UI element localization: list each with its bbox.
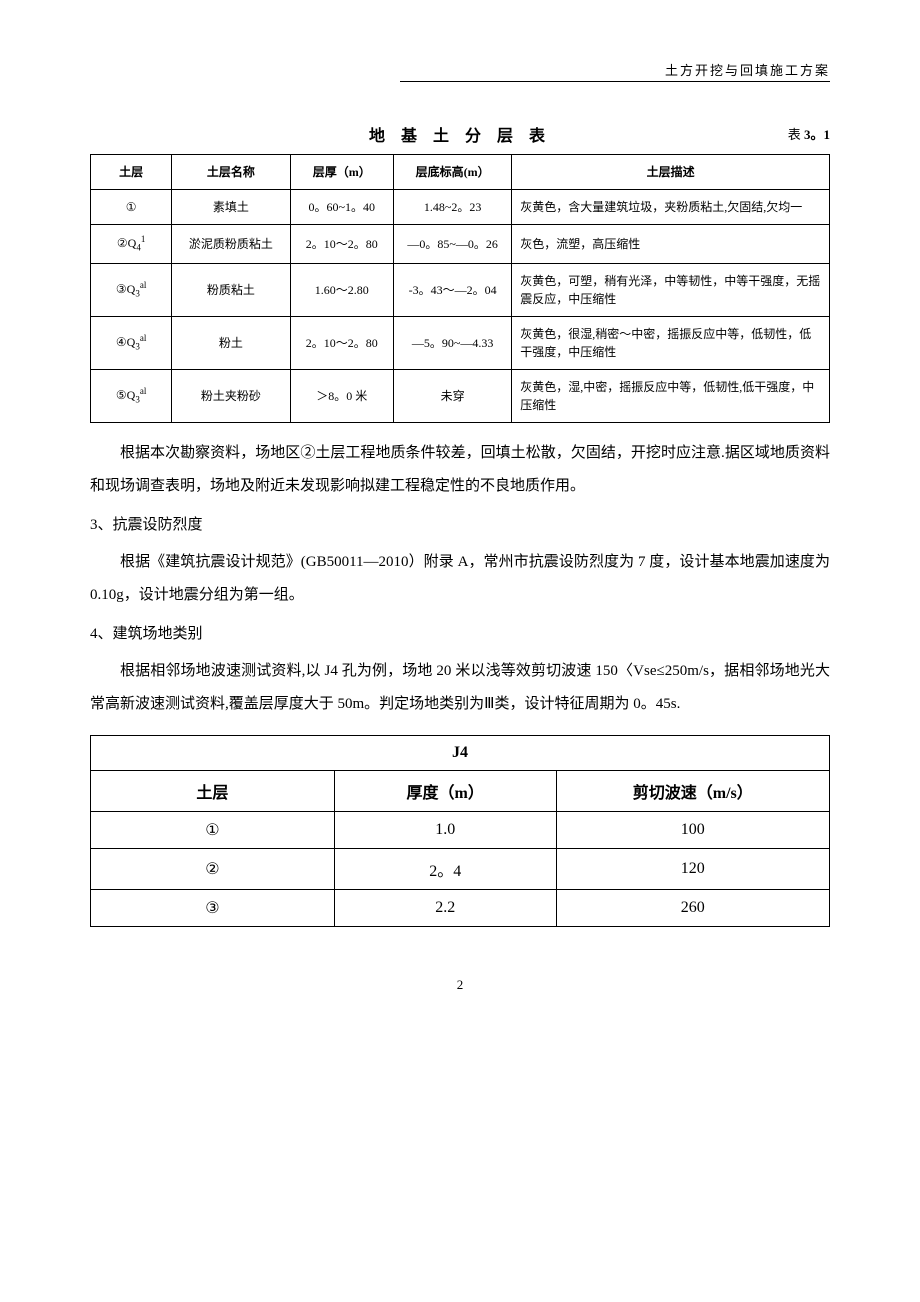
table-row: ③Q3al粉质粘土1.60～2.80-3。43～—2。04灰黄色，可塑，稍有光泽… [91,263,830,316]
table-row: ①素填土0。60~1。401.48~2。23灰黄色，含大量建筑垃圾，夹粉质粘土,… [91,190,830,225]
soil-layer-table: 土层 土层名称 层厚（m） 层底标高(m） 土层描述 ①素填土0。60~1。40… [90,154,830,423]
cell-elevation: —0。85~—0。26 [393,225,511,264]
cell-elevation: 未穿 [393,369,511,422]
j4-header-row: 土层 厚度（m） 剪切波速（m/s） [91,770,830,811]
cell-thickness: ＞8。0 米 [290,369,393,422]
table1-number-prefix: 表 [788,127,804,142]
cell-velocity: 260 [556,889,829,926]
table1-header-row: 土层 土层名称 层厚（m） 层底标高(m） 土层描述 [91,155,830,190]
table1-title-row: 地 基 土 分 层 表 表 3。1 [90,122,830,146]
cell-thickness: 2。10～2。80 [290,225,393,264]
paragraph-1: 根据本次勘察资料，场地区②土层工程地质条件较差，回填土松散，欠固结，开挖时应注意… [90,437,830,503]
cell-name: 素填土 [172,190,290,225]
table-row: ②2。4120 [91,848,830,889]
table-row: ⑤Q3al粉土夹粉砂＞8。0 米未穿灰黄色，湿,中密，摇振反应中等，低韧性,低干… [91,369,830,422]
cell-thickness: 1.0 [334,811,556,848]
cell-thickness: 2。4 [334,848,556,889]
section-4-title: 4、建筑场地类别 [90,618,830,651]
cell-desc: 灰色，流塑，高压缩性 [512,225,830,264]
cell-desc: 灰黄色，湿,中密，摇振反应中等，低韧性,低干强度，中压缩性 [512,369,830,422]
cell-layer: ① [91,811,335,848]
j4-col-layer: 土层 [91,770,335,811]
table1-number: 表 3。1 [788,124,830,143]
table1-col-thickness: 层厚（m） [290,155,393,190]
table1-col-layer: 土层 [91,155,172,190]
j4-body: ①1.0100②2。4120③2.2260 [91,811,830,926]
table1-body: ①素填土0。60~1。401.48~2。23灰黄色，含大量建筑垃圾，夹粉质粘土,… [91,190,830,423]
cell-elevation: 1.48~2。23 [393,190,511,225]
cell-layer: ②Q41 [91,225,172,264]
j4-title-row: J4 [91,735,830,770]
paragraph-2: 根据《建筑抗震设计规范》(GB50011—2010）附录 A，常州市抗震设防烈度… [90,546,830,612]
cell-name: 淤泥质粉质粘土 [172,225,290,264]
table-row: ②Q41淤泥质粉质粘土2。10～2。80—0。85~—0。26灰色，流塑，高压缩… [91,225,830,264]
j4-table: J4 土层 厚度（m） 剪切波速（m/s） ①1.0100②2。4120③2.2… [90,735,830,927]
cell-elevation: -3。43～—2。04 [393,263,511,316]
page-header-right: 土方开挖与回填施工方案 [400,60,830,82]
cell-desc: 灰黄色，含大量建筑垃圾，夹粉质粘土,欠固结,欠均一 [512,190,830,225]
cell-layer: ⑤Q3al [91,369,172,422]
cell-layer: ② [91,848,335,889]
cell-name: 粉质粘土 [172,263,290,316]
table-row: ①1.0100 [91,811,830,848]
table1-title: 地 基 土 分 层 表 [90,122,830,146]
section-3-title: 3、抗震设防烈度 [90,509,830,542]
cell-layer: ③ [91,889,335,926]
cell-layer: ③Q3al [91,263,172,316]
cell-thickness: 0。60~1。40 [290,190,393,225]
table-row: ④Q3al粉土2。10～2。80—5。90~—4.33灰黄色，很湿,稍密～中密，… [91,316,830,369]
cell-layer: ④Q3al [91,316,172,369]
cell-elevation: —5。90~—4.33 [393,316,511,369]
cell-layer: ① [91,190,172,225]
table1-col-elevation: 层底标高(m） [393,155,511,190]
j4-title: J4 [91,735,830,770]
table-row: ③2.2260 [91,889,830,926]
j4-col-velocity: 剪切波速（m/s） [556,770,829,811]
paragraph-3: 根据相邻场地波速测试资料,以 J4 孔为例，场地 20 米以浅等效剪切波速 15… [90,655,830,721]
table1-col-desc: 土层描述 [512,155,830,190]
cell-name: 粉土 [172,316,290,369]
page-number: 2 [90,977,830,993]
cell-thickness: 2.2 [334,889,556,926]
cell-thickness: 2。10～2。80 [290,316,393,369]
table1-col-name: 土层名称 [172,155,290,190]
cell-desc: 灰黄色，可塑，稍有光泽，中等韧性，中等干强度，无摇震反应，中压缩性 [512,263,830,316]
cell-velocity: 100 [556,811,829,848]
cell-desc: 灰黄色，很湿,稍密～中密，摇振反应中等，低韧性，低干强度，中压缩性 [512,316,830,369]
j4-col-thickness: 厚度（m） [334,770,556,811]
cell-thickness: 1.60～2.80 [290,263,393,316]
cell-name: 粉土夹粉砂 [172,369,290,422]
cell-velocity: 120 [556,848,829,889]
table1-number-value: 3。1 [804,127,830,142]
